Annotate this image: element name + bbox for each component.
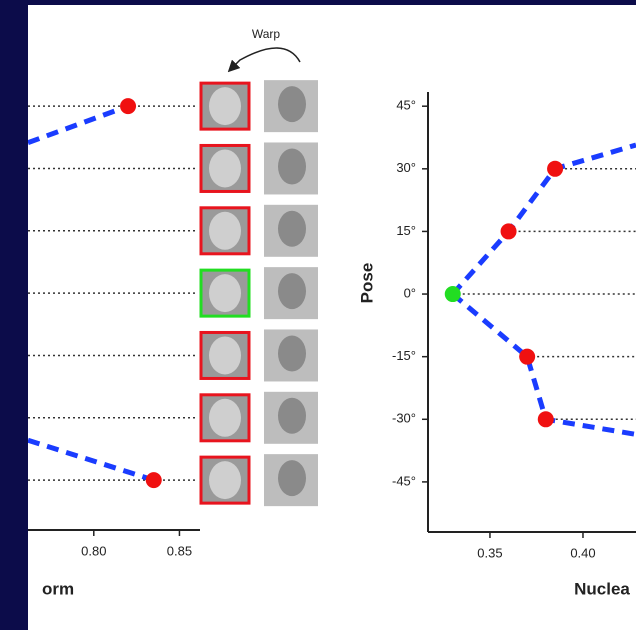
y-axis-label: Pose [357,263,376,304]
head-shape [278,210,306,247]
plot-area [444,142,636,437]
y-tick-label: 45° [396,98,416,113]
curve [451,292,636,437]
point [145,472,162,489]
x-tick-label: 0.35 [477,545,502,560]
head-shape [278,86,306,123]
face-shape [209,87,241,126]
x-tick-label: 0.85 [167,543,192,558]
x-axis-label: Nuclea [574,579,630,598]
head-shape [278,148,306,185]
head-shape [278,335,306,372]
panel [28,5,636,630]
face-shape [209,211,241,250]
face-shape [209,274,241,313]
x-tick-label: 0.40 [570,545,595,560]
annotation: Warp [252,27,281,41]
point [547,160,564,177]
face-shape [209,461,241,500]
warp-arrow [227,47,301,73]
point [537,411,554,428]
point [120,98,137,115]
plot-area [28,98,162,489]
x-axis-label: orm [42,579,74,598]
face-shape [209,336,241,375]
face-shape [209,398,241,437]
y-tick-label: 30° [396,160,416,175]
y-tick-label: -15° [392,348,416,363]
y-tick-label: -45° [392,473,416,488]
head-shape [278,460,306,497]
point [500,223,517,240]
y-tick-label: 15° [396,223,416,238]
face-shape [209,149,241,188]
head-shape [278,273,306,310]
point [444,286,461,303]
y-tick-label: -30° [392,411,416,426]
head-shape [278,397,306,434]
curve [450,142,636,296]
point [519,348,536,365]
curve [28,103,129,146]
curve [28,437,155,483]
y-tick-label: 0° [404,285,416,300]
x-tick-label: 0.80 [81,543,106,558]
